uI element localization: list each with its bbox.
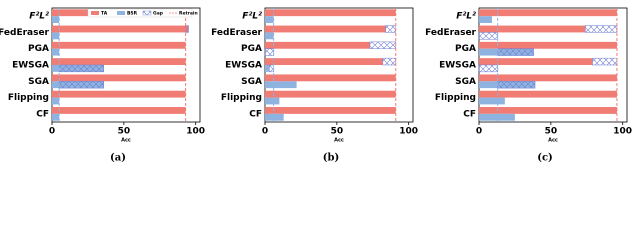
- bar: [265, 107, 396, 114]
- x-tick-label: 100: [613, 127, 632, 137]
- gap-bar: [369, 41, 397, 49]
- bar: [265, 65, 270, 72]
- category-label: SGA: [28, 77, 49, 87]
- bar: [479, 16, 492, 23]
- legend-label: BSR: [127, 11, 138, 17]
- bar: [265, 32, 274, 40]
- x-axis-label: Acc: [548, 138, 558, 144]
- gap-bar: [497, 81, 536, 89]
- bar: [52, 48, 60, 56]
- x-axis-label: Acc: [121, 138, 131, 144]
- gap-bar: [382, 57, 397, 66]
- category-label: F²L²: [29, 12, 49, 22]
- bar: [52, 16, 60, 23]
- category-label: F²L²: [456, 12, 476, 22]
- gap-bar: [58, 64, 104, 73]
- bar: [479, 113, 515, 121]
- gap-bar: [592, 57, 618, 66]
- bar: [52, 74, 186, 82]
- category-label: CF: [463, 109, 476, 119]
- bar: [479, 25, 586, 33]
- x-tick-label: 50: [118, 127, 131, 137]
- figure: 0 50 100 Acc (a) F²L² FedEraser PGA EWSGA SGA Flip…: [0, 7, 632, 164]
- category-label: EWSGA: [225, 61, 262, 71]
- category-label: EWSGA: [439, 61, 476, 71]
- category-label: EWSGA: [12, 61, 49, 71]
- bar: [52, 25, 189, 33]
- bar: [265, 16, 274, 23]
- category-label: FedEraser: [0, 28, 50, 38]
- bar: [265, 41, 370, 49]
- x-tick-label: 0: [476, 127, 482, 137]
- x-tick-label: 50: [545, 127, 558, 137]
- category-label: FedEraser: [425, 28, 476, 38]
- bar: [479, 9, 617, 17]
- gap-bar: [497, 48, 534, 56]
- bar: [265, 74, 396, 82]
- legend-swatch: [142, 10, 152, 16]
- legend-swatch: [91, 11, 99, 15]
- bar: [265, 97, 280, 105]
- legend-swatch: [117, 11, 125, 15]
- x-tick-label: 50: [331, 127, 344, 137]
- bar: [265, 90, 396, 98]
- category-label: Flipping: [221, 93, 262, 103]
- legend-label: TA: [101, 11, 108, 17]
- bar: [52, 32, 60, 40]
- bar: [52, 90, 186, 98]
- x-tick-label: 0: [49, 127, 55, 137]
- bar: [479, 90, 617, 98]
- bar: [265, 81, 297, 89]
- panel-caption: (c): [537, 153, 553, 164]
- category-label: F²L²: [242, 12, 262, 22]
- category-label: PGA: [28, 44, 49, 54]
- bar: [265, 9, 396, 17]
- category-label: Flipping: [8, 93, 49, 103]
- bar: [479, 74, 617, 82]
- gap-bar: [58, 81, 104, 89]
- category-label: CF: [249, 109, 262, 119]
- bar: [52, 107, 186, 114]
- legend-label: Retrain: [179, 11, 198, 17]
- category-label: FedEraser: [211, 28, 262, 38]
- gap-bar: [269, 64, 274, 73]
- bar: [52, 58, 186, 65]
- legend-label: Gap: [153, 11, 164, 17]
- category-label: Flipping: [435, 93, 476, 103]
- gap-bar: [264, 48, 274, 56]
- bar: [265, 58, 383, 65]
- x-tick-label: 100: [399, 127, 418, 137]
- bar: [52, 41, 186, 49]
- legend-box: [87, 8, 193, 18]
- category-label: CF: [36, 109, 49, 119]
- bar: [265, 25, 386, 33]
- bar: [52, 97, 60, 105]
- category-label: PGA: [455, 44, 476, 54]
- bar: [479, 107, 617, 114]
- bar: [479, 58, 593, 65]
- gap-bar: [385, 25, 397, 33]
- bar: [479, 97, 505, 105]
- bar: [479, 41, 617, 49]
- bar: [265, 113, 284, 121]
- panel-caption: (a): [110, 153, 126, 164]
- gap-bar: [478, 64, 498, 73]
- gap-bar: [585, 25, 618, 33]
- x-axis-label: Acc: [334, 138, 344, 144]
- gap-bar: [478, 32, 498, 40]
- category-label: SGA: [455, 77, 476, 87]
- category-label: SGA: [241, 77, 262, 87]
- category-label: PGA: [241, 44, 262, 54]
- panel-caption: (b): [323, 153, 339, 164]
- x-tick-label: 100: [186, 127, 205, 137]
- x-tick-label: 0: [262, 127, 268, 137]
- bar: [52, 113, 60, 121]
